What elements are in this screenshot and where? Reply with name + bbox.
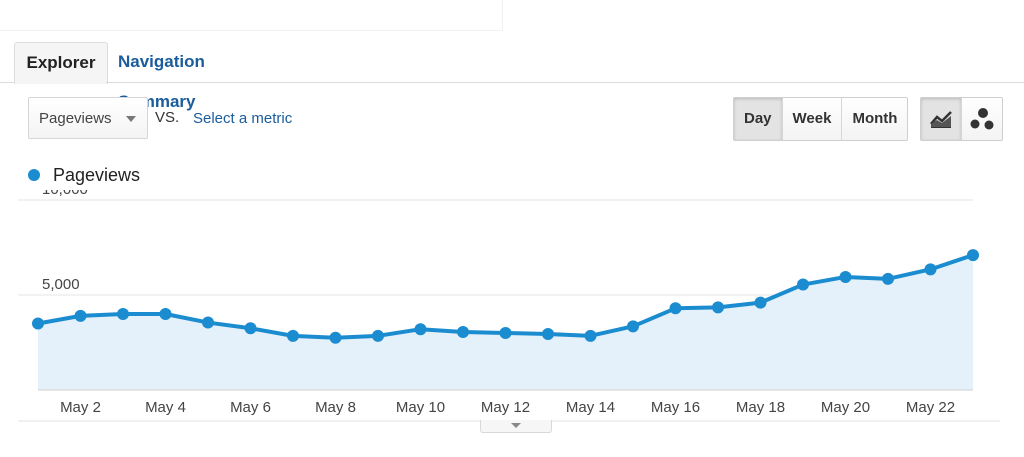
x-tick-label: May 10 [396,399,445,416]
legend-dot-icon [28,169,40,181]
x-tick-label: May 22 [906,399,955,416]
data-point [754,296,767,309]
data-point [712,301,724,314]
chart-legend: Pageviews [28,165,140,185]
month-button[interactable]: Month [841,98,908,140]
x-tick-label: May 16 [651,399,700,416]
data-point [329,331,342,344]
motion-chart-button[interactable] [961,98,1002,140]
data-point [584,329,597,342]
data-point [542,327,554,340]
x-tick-label: May 6 [230,399,271,416]
data-point [627,320,639,333]
data-point [414,323,427,336]
series-area [38,255,973,390]
x-tick-label: May 14 [566,399,615,416]
data-point [924,263,937,276]
date-granularity-toggle: Day Week Month [733,97,909,141]
data-point [32,317,44,330]
x-tick-label: May 2 [60,399,101,416]
tab-explorer[interactable]: Explorer [14,42,108,84]
data-point [797,278,809,291]
y-tick-label: 10,000 [42,190,88,198]
legend-label: Pageviews [53,164,141,185]
pageviews-chart: 10,000 5,000 May 2 May 4 May 6 May 8 May 10 May… [18,190,1000,422]
day-button[interactable]: Day [734,98,782,140]
active-tab-joiner [15,82,106,83]
data-point [499,327,512,339]
tabs-divider [0,82,1024,83]
data-point [244,322,257,335]
x-tick-label: May 18 [736,399,785,416]
select-metric-link[interactable]: Select a metric [193,110,293,127]
motion-chart-icon [970,108,994,130]
week-button[interactable]: Week [781,98,842,140]
data-point [117,308,129,320]
data-point [839,270,852,283]
metric-dropdown-label: Pageviews [39,110,112,127]
chart-type-toggle [920,97,1003,141]
data-point [287,329,299,342]
data-point [669,302,682,315]
x-tick-label: May 8 [315,399,356,416]
top-strip [0,0,503,31]
x-tick-label: May 4 [145,399,186,416]
chevron-down-icon [126,116,136,122]
line-chart-icon [930,111,952,128]
data-point [74,309,87,322]
data-point [372,329,384,342]
metric-dropdown[interactable]: Pageviews [28,97,148,139]
chevron-down-icon [511,423,521,428]
chart-expand-handle[interactable] [480,420,552,433]
y-tick-label: 5,000 [42,276,80,293]
data-point [882,272,894,285]
data-point [159,308,172,320]
x-tick-label: May 20 [821,399,870,416]
vs-label: VS. [155,109,180,126]
x-tick-label: May 12 [481,399,530,416]
line-chart-button[interactable] [921,98,961,140]
data-point [967,249,979,262]
data-point [202,316,214,329]
data-point [457,326,469,339]
tab-navigation-summary[interactable]: Navigation Summary [118,52,205,111]
